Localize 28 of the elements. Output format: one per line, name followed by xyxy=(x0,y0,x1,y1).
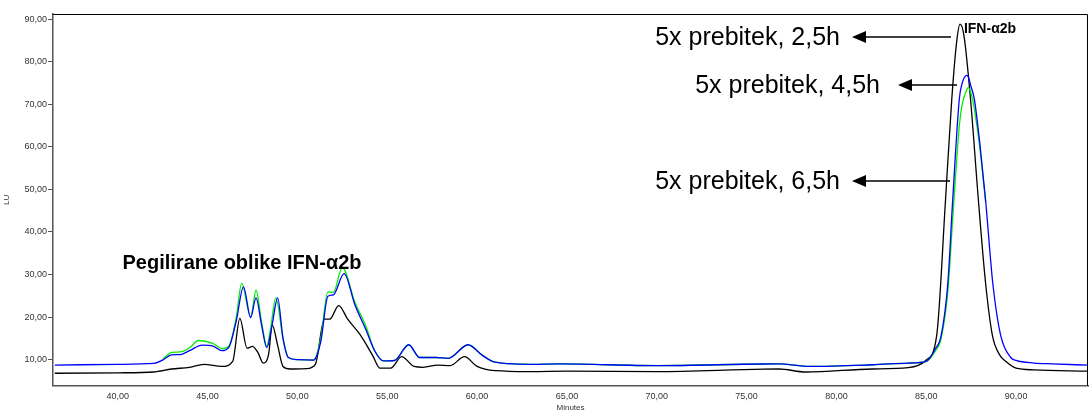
y-tick-label: 60,00 xyxy=(24,141,47,152)
x-axis-title: Minutes xyxy=(556,403,585,413)
y-tick-label: 30,00 xyxy=(24,268,47,279)
y-tick-label: 80,00 xyxy=(24,56,47,67)
y-tick-label: 70,00 xyxy=(24,98,47,109)
annotation: Pegilirane oblike IFN-α2b xyxy=(122,250,362,273)
annotation: 5x prebitek, 4,5h xyxy=(695,69,880,98)
x-tick-label: 75,00 xyxy=(735,391,758,402)
annotation: 5x prebitek, 2,5h xyxy=(655,21,840,50)
x-tick-label: 50,00 xyxy=(286,391,309,402)
x-tick-label: 85,00 xyxy=(915,391,938,402)
annotation: 5x prebitek, 6,5h xyxy=(655,165,840,194)
line-series xyxy=(54,74,1088,368)
x-tick-label: 90,00 xyxy=(1004,391,1028,402)
y-axis-title: LU xyxy=(2,194,11,205)
x-tick-label: 45,00 xyxy=(196,391,219,402)
y-tick-label: 40,00 xyxy=(24,226,47,237)
x-tick-label: 55,00 xyxy=(375,391,399,402)
y-tick-label: 20,00 xyxy=(24,311,47,322)
x-tick-label: 70,00 xyxy=(645,391,669,402)
y-tick-label: 10,00 xyxy=(24,354,47,365)
x-tick-label: 40,00 xyxy=(106,391,129,402)
y-tick-label: 90,00 xyxy=(24,13,47,24)
x-tick-label: 80,00 xyxy=(825,391,848,402)
x-tick-label: 60,00 xyxy=(465,391,489,402)
annotation: IFN-α2b xyxy=(963,19,1017,36)
x-tick-label: 65,00 xyxy=(555,391,579,402)
y-tick-label: 50,00 xyxy=(24,183,47,194)
